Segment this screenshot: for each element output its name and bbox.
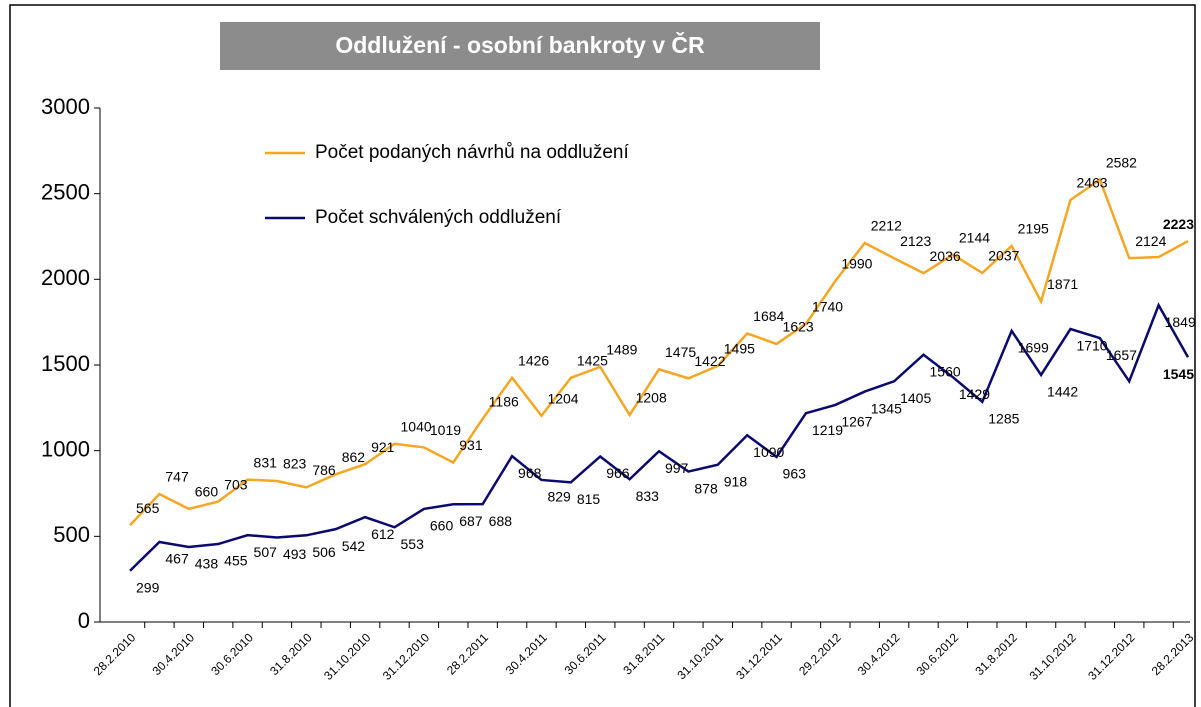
data-label: 467 [165,551,189,567]
data-label: 1425 [577,353,608,369]
data-label: 2144 [959,229,990,245]
data-label: 997 [665,460,689,476]
data-label: 1684 [753,308,784,324]
y-tick-label: 2000 [41,265,90,290]
data-label: 833 [636,488,660,504]
data-label: 1090 [753,444,784,460]
data-label: 831 [254,454,278,470]
data-label: 747 [165,469,189,485]
data-label: 687 [459,513,483,529]
y-tick-label: 1500 [41,351,90,376]
legend-label: Počet podaných návrhů na oddlužení [315,142,629,163]
data-label: 1219 [812,422,843,438]
data-label: 1186 [489,394,519,410]
data-label: 966 [606,465,630,481]
data-label: 2123 [900,233,931,249]
data-label: 921 [371,439,395,455]
y-tick-label: 0 [78,608,90,633]
data-label: 1560 [930,363,961,379]
data-label: 1849 [1165,314,1196,330]
data-label: 1495 [724,341,755,357]
data-label: 2036 [930,248,961,264]
y-tick-label: 2500 [41,179,90,204]
data-label: 660 [195,484,219,500]
data-label: 2212 [871,218,902,234]
series-line [129,177,1189,527]
data-label: 506 [312,544,336,560]
data-label: 565 [136,500,160,516]
data-label: 1285 [988,411,1019,427]
data-label: 1545 [1163,366,1194,382]
data-label: 2223 [1163,216,1194,232]
data-label: 553 [401,536,425,552]
data-label: 823 [283,456,307,472]
data-label: 1345 [871,400,902,416]
data-label: 542 [342,538,366,554]
data-label: 612 [371,526,395,542]
data-label: 1699 [1018,340,1049,356]
data-label: 1740 [812,299,843,315]
data-label: 829 [547,489,571,505]
data-label: 1426 [518,352,549,368]
data-label: 660 [430,518,454,534]
data-label: 507 [254,544,278,560]
title-box [220,22,820,70]
data-label: 1019 [430,422,461,438]
y-tick-label: 3000 [41,94,90,119]
series-line [129,302,1190,572]
data-label: 493 [283,546,307,562]
data-label: 2037 [988,248,1019,264]
data-label: 1657 [1106,347,1137,363]
data-label: 2582 [1106,154,1137,170]
data-label: 455 [224,553,248,569]
data-label: 786 [312,462,336,478]
data-label: 1990 [841,256,872,272]
data-label: 862 [342,449,366,465]
data-label: 1040 [401,419,432,435]
data-label: 299 [136,579,160,595]
data-label: 2124 [1135,233,1166,249]
data-label: 963 [783,466,807,482]
data-label: 1442 [1047,384,1078,400]
chart-title: Oddlužení - osobní bankroty v ČR [335,31,705,58]
data-label: 688 [489,513,513,529]
data-label: 1405 [900,390,931,406]
data-label: 1204 [547,390,578,406]
data-label: 1710 [1076,338,1107,354]
y-tick-label: 500 [53,522,90,547]
data-label: 1489 [606,342,637,358]
data-label: 1475 [665,344,696,360]
data-label: 1267 [841,414,872,430]
data-label: 438 [195,556,219,572]
data-label: 931 [459,437,483,453]
data-label: 878 [694,480,718,496]
data-label: 1623 [783,319,814,335]
data-label: 1208 [636,390,667,406]
data-label: 2463 [1076,175,1107,191]
data-label: 1871 [1047,276,1078,292]
data-label: 918 [724,473,748,489]
legend-label: Počet schválených oddlužení [315,207,562,228]
data-label: 2195 [1018,221,1049,237]
data-label: 1422 [694,353,725,369]
chart-frame [9,4,1196,707]
data-label: 815 [577,491,601,507]
data-label: 703 [224,476,248,492]
y-tick-label: 1000 [41,436,90,461]
data-label: 1429 [959,386,990,402]
data-label: 968 [518,465,542,481]
